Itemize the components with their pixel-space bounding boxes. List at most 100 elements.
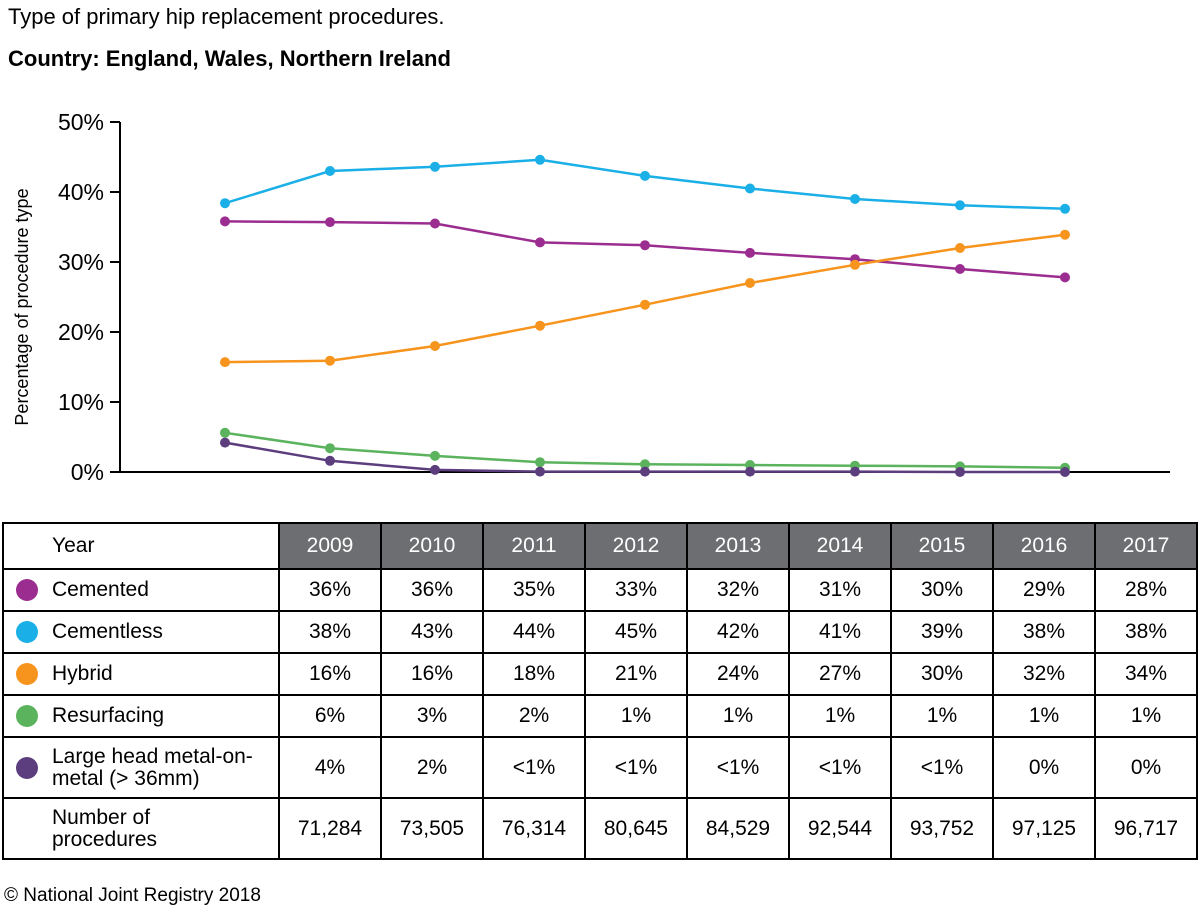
table-cell: 93,752	[890, 797, 994, 860]
table-cell: 32%	[686, 568, 790, 612]
data-point-1-2011	[430, 161, 440, 172]
row-label: Number of procedures	[2, 797, 280, 860]
data-point-4-2013	[640, 466, 650, 477]
table-cell: 96,717	[1094, 797, 1198, 860]
data-point-2-2017	[1060, 229, 1070, 240]
data-point-2-2010	[325, 355, 335, 366]
table-row: Large head metal-on-metal (> 36mm) 4% 2% <1…	[2, 736, 1198, 799]
table-cell: <1%	[686, 736, 790, 799]
data-point-2-2009	[220, 357, 230, 368]
data-point-1-2014	[745, 183, 755, 194]
row-label-line: Large head metal-on-	[52, 744, 253, 768]
table-cell: 44%	[482, 610, 586, 654]
data-point-0-2014	[745, 247, 755, 258]
chart-series	[220, 154, 1070, 477]
legend-marker	[16, 705, 38, 727]
table-row: Hybrid 16% 16% 18% 21% 24% 27% 30% 32% 34%	[2, 652, 1198, 696]
data-point-3-2012	[535, 457, 545, 468]
table-cell: 29%	[992, 568, 1096, 612]
table-cell: <1%	[584, 736, 688, 799]
year-header-2011: 2011	[482, 522, 586, 570]
legend-marker	[16, 756, 38, 779]
y-tick-label-10: 10%	[58, 389, 104, 415]
row-label: Large head metal-on-metal (> 36mm)	[2, 736, 280, 799]
row-label-line: metal (> 36mm)	[52, 766, 200, 790]
data-point-0-2013	[640, 240, 650, 251]
data-point-3-2011	[430, 450, 440, 461]
data-point-2-2014	[745, 278, 755, 288]
row-label-line: procedures	[52, 827, 158, 851]
table-cell: 1%	[992, 694, 1096, 738]
row-label-text: Large head metal-on-metal (> 36mm)	[52, 744, 253, 790]
data-point-1-2013	[640, 170, 650, 181]
table-cell: 39%	[890, 610, 994, 654]
data-point-1-2016	[955, 200, 965, 211]
y-tick-label-0: 0%	[71, 459, 104, 485]
table-header-row: Year 2009 2010 2011 2012 2013 2014 2015 …	[2, 522, 1198, 570]
table-cell: 1%	[584, 694, 688, 738]
data-point-0-2017	[1060, 272, 1070, 283]
table-cell: 30%	[890, 568, 994, 612]
data-point-2-2013	[640, 299, 650, 310]
series-cemented	[220, 216, 1070, 283]
data-point-4-2017	[1060, 467, 1070, 477]
data-point-0-2011	[430, 218, 440, 229]
table-cell: 16%	[380, 652, 484, 696]
y-tick-label-50: 50%	[58, 109, 104, 135]
table-cell: 38%	[278, 610, 382, 654]
table-cell: 36%	[380, 568, 484, 612]
row-label: Cementless	[2, 610, 280, 654]
data-point-4-2012	[535, 466, 545, 477]
table-cell: <1%	[788, 736, 892, 799]
table-cell: 2%	[380, 736, 484, 799]
data-point-1-2015	[850, 194, 860, 204]
table-cell: 80,645	[584, 797, 688, 860]
table-cell: 16%	[278, 652, 382, 696]
data-table: Year 2009 2010 2011 2012 2013 2014 2015 …	[2, 522, 1198, 860]
series-line-1	[224, 158, 1066, 211]
table-cell: 18%	[482, 652, 586, 696]
legend-marker	[16, 579, 38, 601]
table-cell: 42%	[686, 610, 790, 654]
row-label-text: Cemented	[52, 578, 149, 601]
data-point-0-2016	[955, 264, 965, 274]
table-cell: 34%	[1094, 652, 1198, 696]
table-cell: 28%	[1094, 568, 1198, 612]
year-header-2013: 2013	[686, 522, 790, 570]
year-header-2009: 2009	[278, 522, 382, 570]
data-point-2-2012	[535, 320, 545, 331]
year-header: Year	[2, 522, 280, 570]
year-header-2016: 2016	[992, 522, 1096, 570]
row-label-text: Number of procedures	[16, 806, 158, 851]
data-point-4-2015	[850, 466, 860, 477]
series-line-2	[224, 233, 1066, 364]
table-cell: 1%	[1094, 694, 1198, 738]
data-point-2-2015	[850, 259, 860, 270]
data-point-2-2011	[430, 341, 440, 351]
table-cell: 3%	[380, 694, 484, 738]
table-row: Resurfacing 6% 3% 2% 1% 1% 1% 1% 1% 1%	[2, 694, 1198, 738]
series-hybrid	[220, 229, 1070, 368]
copyright-footer: © National Joint Registry 2018	[4, 885, 261, 906]
data-point-3-2009	[220, 427, 230, 438]
series-resurfacing	[220, 427, 1070, 473]
table-cell: 45%	[584, 610, 688, 654]
table-cell: 76,314	[482, 797, 586, 860]
table-cell: 71,284	[278, 797, 382, 860]
table-cell: 1%	[890, 694, 994, 738]
data-point-0-2012	[535, 237, 545, 248]
data-point-4-2009	[220, 437, 230, 448]
year-header-2017: 2017	[1094, 522, 1198, 570]
table-cell: 1%	[686, 694, 790, 738]
table-cell: <1%	[482, 736, 586, 799]
data-point-1-2009	[220, 198, 230, 209]
table-cell: 43%	[380, 610, 484, 654]
data-point-0-2010	[325, 217, 335, 228]
table-cell: 97,125	[992, 797, 1096, 860]
table-row: Cementless 38% 43% 44% 45% 42% 41% 39% 38% 38%	[2, 610, 1198, 654]
table-cell: 4%	[278, 736, 382, 799]
table-cell: 32%	[992, 652, 1096, 696]
data-point-3-2010	[325, 443, 335, 454]
data-point-4-2011	[430, 464, 440, 475]
year-header-2015: 2015	[890, 522, 994, 570]
